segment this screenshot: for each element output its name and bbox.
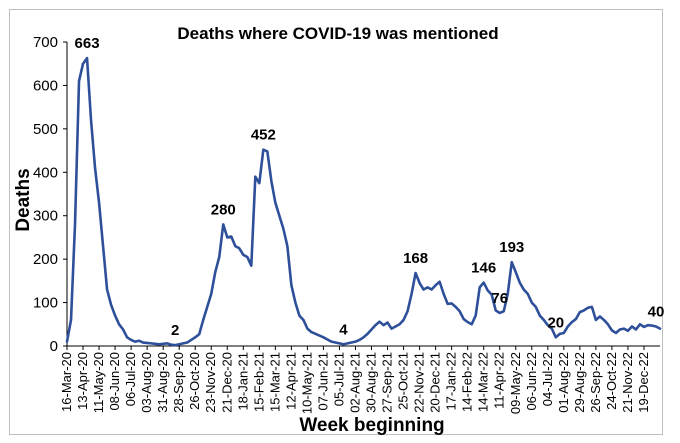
x-tick-label: 15-Mar-21 [267, 352, 282, 412]
x-tick-label: 05-Jul-21 [331, 352, 346, 406]
data-label: 4 [339, 321, 348, 338]
x-tick-label: 27-Sep-21 [380, 352, 395, 413]
chart-svg: Deaths where COVID-19 was mentioned 0 100… [13, 24, 664, 436]
x-tick-label: 03-Aug-20 [139, 352, 154, 413]
x-tick-label: 09-May-22 [508, 352, 523, 414]
x-tick-label: 29-Aug-22 [572, 352, 587, 413]
x-tick-label: 24-Oct-22 [604, 352, 619, 410]
x-tick-label: 07-Jun-21 [315, 352, 330, 411]
data-label: 76 [491, 290, 508, 307]
x-tick-label: 01-Aug-22 [556, 352, 571, 413]
chart-title: Deaths where COVID-19 was mentioned [177, 24, 498, 43]
x-tick-label: 17-Jan-22 [444, 352, 459, 411]
x-tick-label: 18-Jan-21 [235, 352, 250, 411]
x-tick-label: 14-Mar-22 [476, 352, 491, 412]
x-tick-label: 10-May-21 [299, 352, 314, 414]
y-tick-label: 500 [33, 121, 58, 138]
data-label: 280 [211, 201, 236, 218]
y-tick-label: 0 [50, 338, 58, 355]
x-tick-label: 04-Jul-22 [540, 352, 555, 406]
x-tick-label: 06-Jun-22 [524, 352, 539, 411]
y-tick-label: 100 [33, 295, 58, 312]
data-label: 452 [251, 127, 276, 144]
x-tick-label: 26-Oct-20 [187, 352, 202, 410]
x-axis-title: Week beginning [299, 415, 444, 436]
x-tick-label: 14-Feb-22 [460, 352, 475, 412]
data-label: 20 [547, 314, 564, 331]
x-tick-label: 19-Dec-22 [636, 352, 651, 413]
x-tick-label: 28-Sep-20 [171, 352, 186, 413]
x-tick-label: 11-Apr-22 [492, 352, 507, 409]
chart-frame: Deaths where COVID-19 was mentioned 0 100… [9, 9, 664, 436]
y-tick-label: 700 [33, 34, 58, 51]
x-tick-label: 15-Feb-21 [251, 352, 266, 412]
x-tick-label: 06-Jul-20 [123, 352, 138, 406]
x-tick-label: 23-Nov-20 [203, 352, 218, 413]
data-label: 168 [403, 250, 428, 267]
x-tick-label: 11-May-20 [91, 352, 106, 413]
y-tick-label: 600 [33, 77, 58, 94]
x-tick-label: 08-Jun-20 [107, 352, 122, 411]
x-tick-label: 13-Apr-20 [75, 352, 90, 410]
x-tick-label: 20-Dec-21 [428, 352, 443, 413]
y-tick-label: 300 [33, 208, 58, 225]
x-tick-label: 30-Aug-21 [364, 352, 379, 413]
data-label: 2 [171, 322, 179, 339]
series-line [65, 56, 662, 347]
data-label: 663 [75, 35, 100, 52]
x-tick-label: 21-Nov-22 [620, 352, 635, 413]
y-tick-label: 400 [33, 164, 58, 181]
x-tick-label: 25-Oct-21 [396, 352, 411, 410]
x-tick-label: 31-Aug-20 [155, 352, 170, 413]
x-tick-label: 16-Mar-20 [59, 352, 74, 412]
series-layer [65, 56, 662, 347]
x-tick-label: 26-Sep-22 [588, 352, 603, 413]
y-tick-label: 200 [33, 251, 58, 268]
data-label: 193 [499, 239, 524, 256]
y-axis-title: Deaths [13, 168, 34, 231]
x-tick-label: 22-Nov-21 [412, 352, 427, 413]
y-axis: 0 100 200 300 400 500 600 700 [33, 34, 68, 355]
x-tick-label: 02-Aug-21 [347, 352, 362, 413]
x-axis: 16-Mar-20 13-Apr-20 11-May-20 08-Jun-20 06-J… [59, 345, 660, 414]
x-tick-label: 12-Apr-21 [283, 352, 298, 410]
data-label: 40 [648, 303, 664, 320]
data-label-layer: 663 2 280 452 4 168 146 76 193 20 40 [75, 35, 664, 339]
data-label: 146 [471, 260, 496, 277]
x-tick-label: 21-Dec-20 [219, 352, 234, 413]
